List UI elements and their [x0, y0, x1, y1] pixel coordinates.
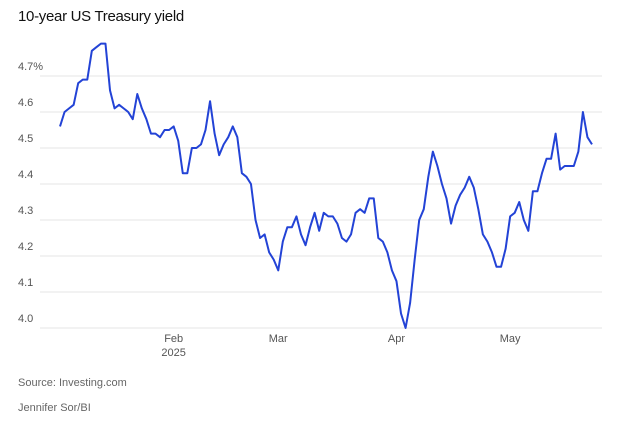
y-tick-label: 4.7%	[18, 61, 43, 73]
y-tick-label: 4.2	[18, 241, 33, 253]
x-tick-label: May	[499, 333, 521, 345]
line	[59, 42, 593, 329]
y-tick-label: 4.3	[18, 205, 33, 217]
x-tick-label: Feb 2025	[161, 333, 186, 359]
y-tick-label: 4.0	[18, 313, 33, 325]
credit: Jennifer Sor/BI	[18, 402, 91, 414]
chart-title: 10-year US Treasury yield	[18, 8, 184, 25]
y-tick-label: 4.5	[18, 133, 33, 145]
source: Source: Investing.com	[18, 377, 127, 389]
x-tick-label: Apr	[387, 333, 406, 345]
y-tick-label: 4.6	[18, 97, 33, 109]
y-tick-label: 4.1	[18, 277, 33, 289]
y-tick-label: 4.4	[18, 169, 33, 181]
x-tick-label: Mar	[268, 333, 288, 345]
